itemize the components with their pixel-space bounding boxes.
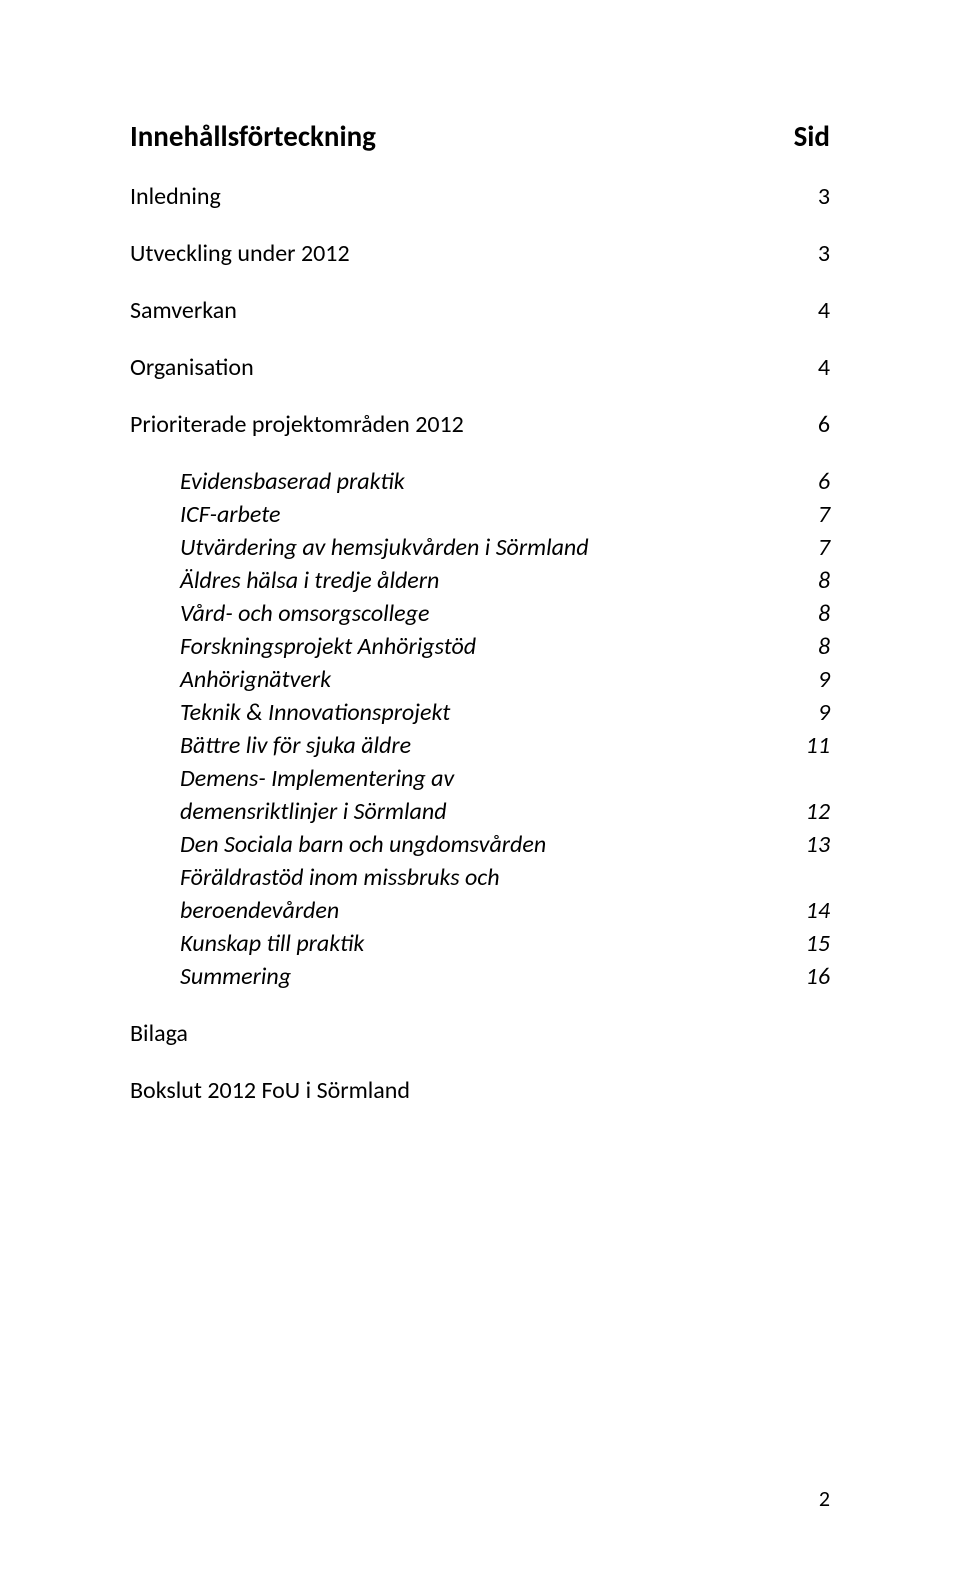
toc-subrow: Kunskap till praktik 15 (130, 929, 830, 958)
toc-subrow: Äldres hälsa i tredje åldern 8 (130, 566, 830, 595)
toc-label: Inledning (130, 182, 770, 211)
toc-sublabel: Äldres hälsa i tredje åldern (130, 566, 770, 595)
toc-sublabel: Summering (130, 962, 770, 991)
toc-page: 4 (770, 296, 830, 325)
toc-subpage: 9 (770, 698, 830, 727)
toc-label: Organisation (130, 353, 770, 382)
toc-page: 6 (770, 410, 830, 439)
toc-subrow-foraldra-line2: beroendevården 14 (130, 896, 830, 925)
toc-row: Inledning 3 (130, 182, 830, 211)
toc-subrow-demens-line2: demensriktlinjer i Sörmland 12 (130, 797, 830, 826)
toc-subpage: 8 (770, 599, 830, 628)
toc-subpage: 8 (770, 632, 830, 661)
toc-subrow: Teknik & Innovationsprojekt 9 (130, 698, 830, 727)
toc-subpage: 15 (770, 929, 830, 958)
toc-subpage: 11 (770, 731, 830, 760)
toc-subpage: 13 (770, 830, 830, 859)
toc-row: Samverkan 4 (130, 296, 830, 325)
toc-sublabel: Demens- Implementering av (130, 764, 770, 793)
toc-sublabel: Den Sociala barn och ungdomsvården (130, 830, 770, 859)
toc-subpage: 6 (770, 467, 830, 496)
toc-sublabel: ICF-arbete (130, 500, 770, 529)
toc-subrow: Anhörignätverk 9 (130, 665, 830, 694)
toc-subrow: Utvärdering av hemsjukvården i Sörmland … (130, 533, 830, 562)
toc-page-col-header: Sid (770, 118, 830, 154)
toc-sublabel: Anhörignätverk (130, 665, 770, 694)
toc-sublabel: Forskningsprojekt Anhörigstöd (130, 632, 770, 661)
bokslut-label: Bokslut 2012 FoU i Sörmland (130, 1076, 830, 1105)
toc-sublabel: Utvärdering av hemsjukvården i Sörmland (130, 533, 770, 562)
toc-sublabel: Vård- och omsorgscollege (130, 599, 770, 628)
toc-subrow: ICF-arbete 7 (130, 500, 830, 529)
toc-sublabel: Evidensbaserad praktik (130, 467, 770, 496)
toc-label: Utveckling under 2012 (130, 239, 770, 268)
toc-row: Prioriterade projektområden 2012 6 (130, 410, 830, 439)
toc-subpage: 7 (770, 533, 830, 562)
toc-sublabel: Teknik & Innovationsprojekt (130, 698, 770, 727)
toc-subpage: 14 (770, 896, 830, 925)
toc-subrow: Forskningsprojekt Anhörigstöd 8 (130, 632, 830, 661)
toc-label: Prioriterade projektområden 2012 (130, 410, 770, 439)
toc-sublabel: Bättre liv för sjuka äldre (130, 731, 770, 760)
page-number: 2 (819, 1485, 830, 1512)
toc-page: 4 (770, 353, 830, 382)
toc-subpage: 12 (770, 797, 830, 826)
toc-sublabel: demensriktlinjer i Sörmland (130, 797, 770, 826)
toc-heading: Innehållsförteckning (130, 118, 770, 154)
toc-subpage: 7 (770, 500, 830, 529)
toc-row: Utveckling under 2012 3 (130, 239, 830, 268)
toc-subrow: Evidensbaserad praktik 6 (130, 467, 830, 496)
toc-subpage: 16 (770, 962, 830, 991)
toc-sublabel: Kunskap till praktik (130, 929, 770, 958)
toc-subrow: Bättre liv för sjuka äldre 11 (130, 731, 830, 760)
toc-label: Samverkan (130, 296, 770, 325)
toc-sublabel: Föräldrastöd inom missbruks och (130, 863, 770, 892)
toc-page: 3 (770, 182, 830, 211)
toc-row: Organisation 4 (130, 353, 830, 382)
toc-subrow-foraldra-line1: Föräldrastöd inom missbruks och (130, 863, 830, 892)
toc-subrow: Vård- och omsorgscollege 8 (130, 599, 830, 628)
toc-subrow: Den Sociala barn och ungdomsvården 13 (130, 830, 830, 859)
page: Innehållsförteckning Sid Inledning 3 Utv… (0, 0, 960, 1582)
toc-page: 3 (770, 239, 830, 268)
toc-subpage: 8 (770, 566, 830, 595)
bilaga-label: Bilaga (130, 1019, 830, 1048)
toc-subpage: 9 (770, 665, 830, 694)
toc-subrow: Summering 16 (130, 962, 830, 991)
toc-heading-row: Innehållsförteckning Sid (130, 118, 830, 154)
toc-subrow-demens-line1: Demens- Implementering av (130, 764, 830, 793)
toc-sublabel: beroendevården (130, 896, 770, 925)
